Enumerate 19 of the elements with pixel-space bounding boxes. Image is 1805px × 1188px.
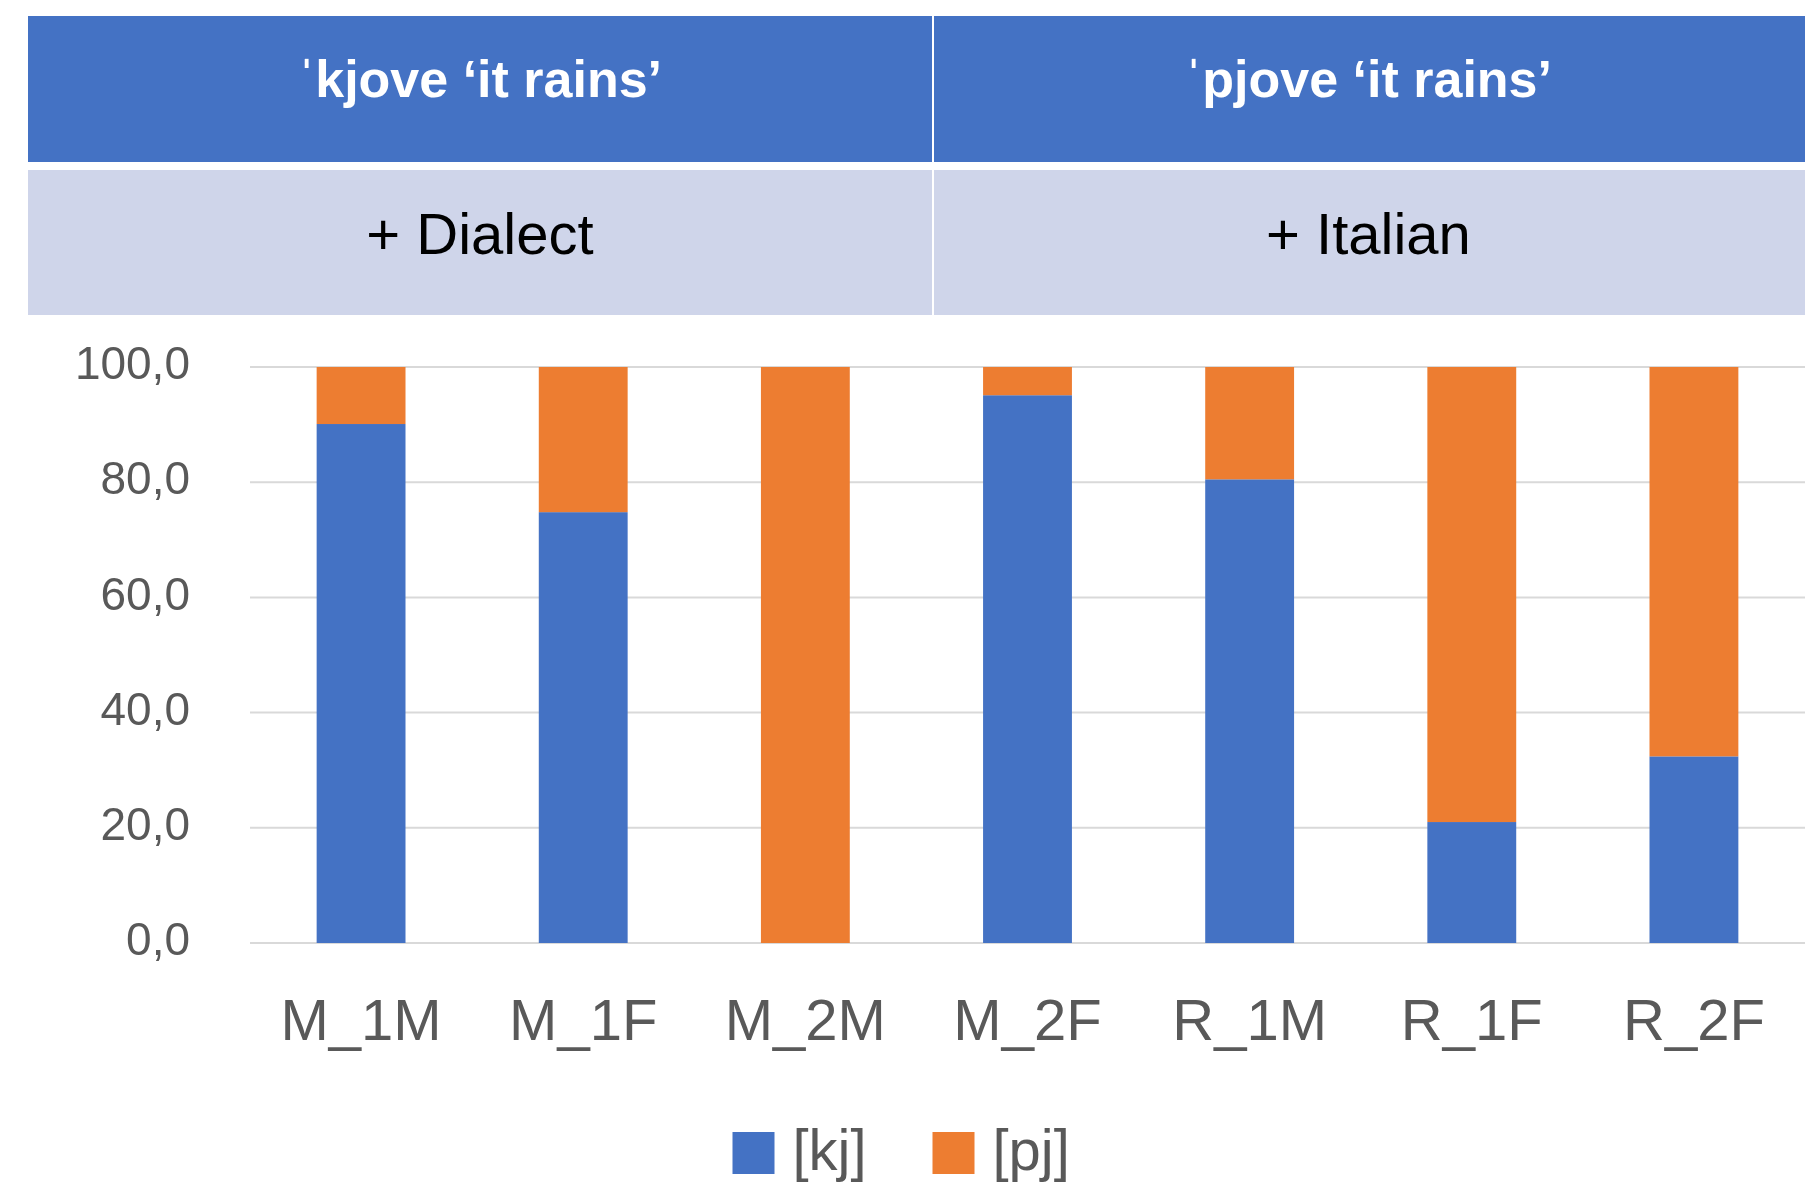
text: + Dialect	[366, 200, 594, 266]
x-tick-label: M_2F	[953, 987, 1102, 1052]
text: + Italian	[1266, 200, 1471, 266]
text: ˈkjove ‘it rains’	[297, 49, 663, 108]
legend-label: [pj]	[992, 1117, 1070, 1183]
y-tick-label: 80,0	[100, 452, 190, 505]
x-tick-label: R_2F	[1623, 987, 1765, 1052]
x-tick-label: M_1M	[280, 987, 442, 1052]
x-tick-label: R_1F	[1400, 987, 1543, 1052]
y-tick-label: 60,0	[100, 567, 190, 620]
y-tick-label: 40,0	[100, 682, 190, 735]
y-tick-label: 100,0	[74, 337, 190, 390]
legend-label: [kj]	[792, 1117, 867, 1183]
y-tick-label: 0,0	[126, 913, 190, 966]
y-tick-label: 20,0	[100, 797, 190, 850]
text: ˈpjove ‘it rains’	[1185, 49, 1552, 108]
x-tick-label: M_1F	[509, 987, 658, 1052]
x-tick-label: R_1M	[1172, 987, 1327, 1052]
x-tick-label: M_2M	[724, 987, 886, 1052]
